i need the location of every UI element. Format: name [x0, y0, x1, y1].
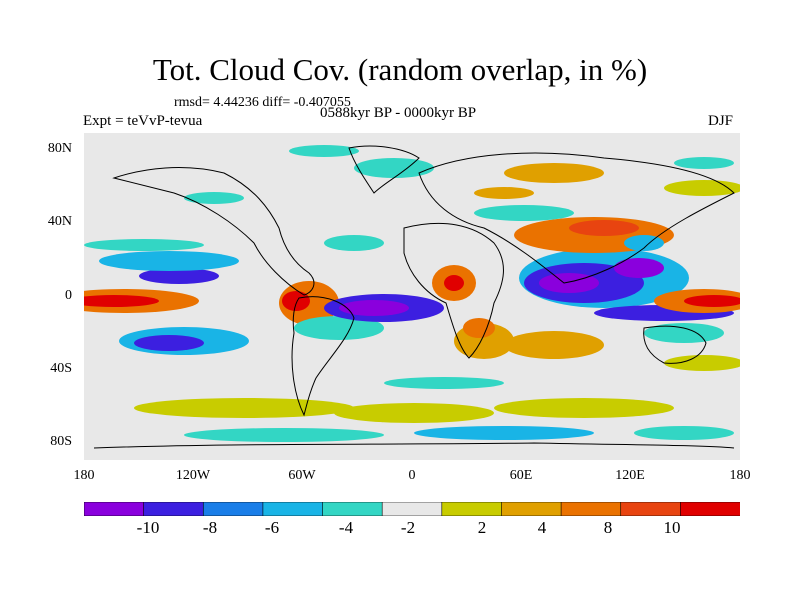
lon-tick-120w: 120W — [175, 468, 211, 483]
colorbar-label: 8 — [603, 518, 613, 537]
lat-tick-80n: 80N — [47, 141, 72, 156]
colorbar-swatch — [202, 502, 264, 516]
colorbar-swatch — [680, 502, 740, 516]
colorbar-swatch — [560, 502, 622, 516]
lat-tick-40s: 40S — [50, 361, 72, 376]
colorbar-swatch — [381, 502, 443, 516]
cloud-cover-map — [84, 133, 740, 460]
colorbar-label: -2 — [400, 518, 416, 537]
colorbar-swatch — [322, 502, 383, 516]
lon-tick-180-right: 180 — [729, 468, 751, 483]
colorbar-label: 10 — [663, 518, 681, 537]
colorbar-label: -4 — [338, 518, 354, 537]
period-label: 0588kyr BP - 0000kyr BP — [320, 105, 477, 121]
colorbar-swatch — [441, 502, 503, 516]
lat-tick-0: 0 — [65, 288, 72, 303]
lon-tick-60e: 60E — [509, 468, 533, 483]
season-label: DJF — [708, 113, 734, 129]
colorbar-label: -10 — [136, 518, 160, 537]
colorbar-swatch — [262, 502, 324, 516]
colorbar-label: -8 — [202, 518, 218, 537]
colorbar-swatch — [143, 502, 205, 516]
colorbar-label: 2 — [477, 518, 487, 537]
lat-tick-80s: 80S — [50, 434, 72, 449]
lon-tick-60w: 60W — [288, 468, 316, 483]
colorbar-label: -6 — [264, 518, 280, 537]
anomaly-fields — [84, 145, 740, 442]
lon-tick-0: 0 — [408, 468, 416, 483]
lat-tick-40n: 40N — [47, 214, 72, 229]
colorbar-swatch — [501, 502, 562, 516]
map-title: Tot. Cloud Cov. (random overlap, in %) — [152, 52, 648, 87]
colorbar — [84, 502, 740, 516]
colorbar-swatch — [84, 502, 145, 516]
colorbar-swatch — [620, 502, 682, 516]
experiment-label: Expt = teVvP-tevua — [83, 113, 203, 129]
stats-text: rmsd= 4.44236 diff= -0.407055 — [174, 95, 351, 110]
lon-tick-180-left: 180 — [73, 468, 95, 483]
lon-tick-120e: 120E — [615, 468, 645, 483]
coastline-outlines — [93, 145, 735, 449]
colorbar-label: 4 — [537, 518, 547, 537]
